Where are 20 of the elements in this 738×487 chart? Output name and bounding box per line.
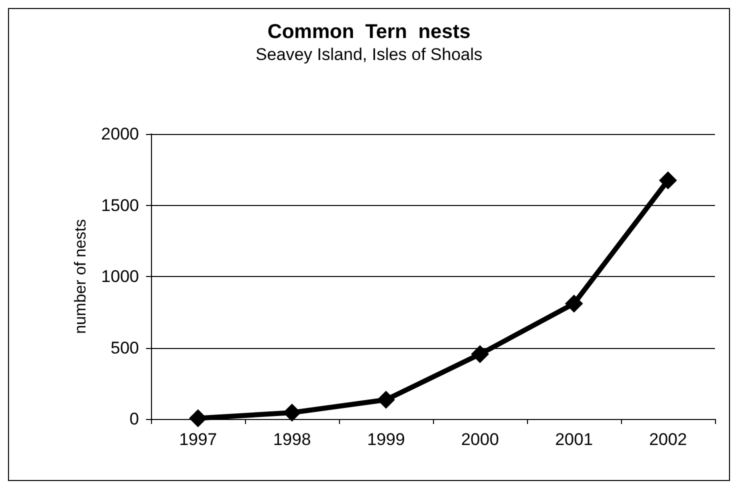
y-tick-label: 500 bbox=[110, 338, 139, 358]
x-tick-label: 2002 bbox=[649, 430, 687, 449]
y-tick-label: 2000 bbox=[101, 124, 139, 144]
chart-title: Common Tern nests bbox=[268, 21, 470, 43]
x-tick-label: 2001 bbox=[555, 430, 593, 449]
point bbox=[377, 390, 395, 409]
x-tick-label: 1998 bbox=[273, 430, 311, 449]
x-tick-label: 2000 bbox=[461, 430, 499, 449]
point bbox=[189, 409, 207, 428]
chart-subtitle: Seavey Island, Isles of Shoals bbox=[256, 45, 482, 64]
y-tick-label: 1000 bbox=[101, 267, 139, 286]
point bbox=[565, 294, 583, 313]
point bbox=[659, 171, 677, 190]
y-tick-label: 0 bbox=[130, 410, 139, 428]
y-tick-label: 1500 bbox=[101, 196, 139, 215]
x-tick-label: 1999 bbox=[367, 430, 405, 449]
point bbox=[471, 345, 489, 364]
point bbox=[283, 404, 301, 422]
x-tick-label: 1997 bbox=[179, 430, 217, 449]
y-axis-title: number of nests bbox=[72, 219, 90, 334]
